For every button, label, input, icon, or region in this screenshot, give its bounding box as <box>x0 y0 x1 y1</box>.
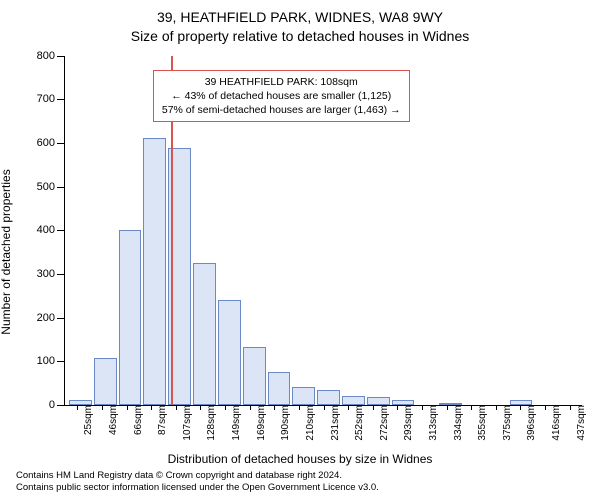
x-tick-label: 46sqm <box>102 405 119 435</box>
y-tick-label: 400 <box>37 224 65 236</box>
x-tick-label: 231sqm <box>324 405 341 441</box>
page-subtitle: Size of property relative to detached ho… <box>12 27 588 46</box>
histogram-bar <box>367 397 390 405</box>
x-tick-label: 334sqm <box>447 405 464 441</box>
y-tick-label: 700 <box>37 93 65 105</box>
x-tick-label: 396sqm <box>520 405 537 441</box>
x-tick-label: 87sqm <box>151 405 168 435</box>
x-tick-label: 437sqm <box>570 405 587 441</box>
x-tick-label: 210sqm <box>299 405 316 441</box>
x-tick-label: 375sqm <box>496 405 513 441</box>
x-tick-label: 149sqm <box>225 405 242 441</box>
x-tick-label: 272sqm <box>373 405 390 441</box>
footer-line-1: Contains HM Land Registry data © Crown c… <box>16 470 588 482</box>
y-axis-label: Number of detached properties <box>0 169 13 334</box>
y-tick-label: 100 <box>37 355 65 367</box>
histogram-bar <box>317 390 340 405</box>
x-tick-label: 313sqm <box>422 405 439 441</box>
histogram-bar <box>218 300 241 405</box>
histogram-bar <box>243 347 266 405</box>
chart-area: Number of detached properties 39 HEATHFI… <box>12 52 588 452</box>
x-tick-label: 169sqm <box>250 405 267 441</box>
histogram-bar <box>94 358 117 405</box>
histogram-bar <box>143 138 166 405</box>
histogram-bar <box>292 387 315 404</box>
footer-attribution: Contains HM Land Registry data © Crown c… <box>12 470 588 495</box>
y-tick-label: 200 <box>37 312 65 324</box>
plot-region: 39 HEATHFIELD PARK: 108sqm ← 43% of deta… <box>64 56 582 406</box>
y-tick-label: 300 <box>37 268 65 280</box>
y-tick-label: 0 <box>49 399 65 411</box>
annotation-line-1: 39 HEATHFIELD PARK: 108sqm <box>162 75 401 89</box>
page-title: 39, HEATHFIELD PARK, WIDNES, WA8 9WY <box>12 8 588 27</box>
x-tick-label: 107sqm <box>176 405 193 441</box>
footer-line-2: Contains public sector information licen… <box>16 482 588 494</box>
histogram-bar <box>342 396 365 405</box>
annotation-box: 39 HEATHFIELD PARK: 108sqm ← 43% of deta… <box>153 70 410 123</box>
y-tick-label: 500 <box>37 181 65 193</box>
x-tick-label: 416sqm <box>545 405 562 441</box>
histogram-bar <box>193 263 216 405</box>
y-tick-label: 800 <box>37 50 65 62</box>
x-tick-label: 66sqm <box>127 405 144 435</box>
histogram-bar <box>119 230 142 405</box>
x-tick-label: 128sqm <box>200 405 217 441</box>
x-tick-label: 25sqm <box>77 405 94 435</box>
y-tick-label: 600 <box>37 137 65 149</box>
x-axis-label: Distribution of detached houses by size … <box>12 452 588 466</box>
histogram-bar <box>268 372 291 405</box>
annotation-line-2: ← 43% of detached houses are smaller (1,… <box>162 89 401 103</box>
x-tick-label: 190sqm <box>274 405 291 441</box>
x-tick-label: 252sqm <box>348 405 365 441</box>
x-tick-label: 293sqm <box>397 405 414 441</box>
chart-container: 39, HEATHFIELD PARK, WIDNES, WA8 9WY Siz… <box>0 0 600 500</box>
annotation-line-3: 57% of semi-detached houses are larger (… <box>162 103 401 117</box>
x-tick-label: 355sqm <box>471 405 488 441</box>
